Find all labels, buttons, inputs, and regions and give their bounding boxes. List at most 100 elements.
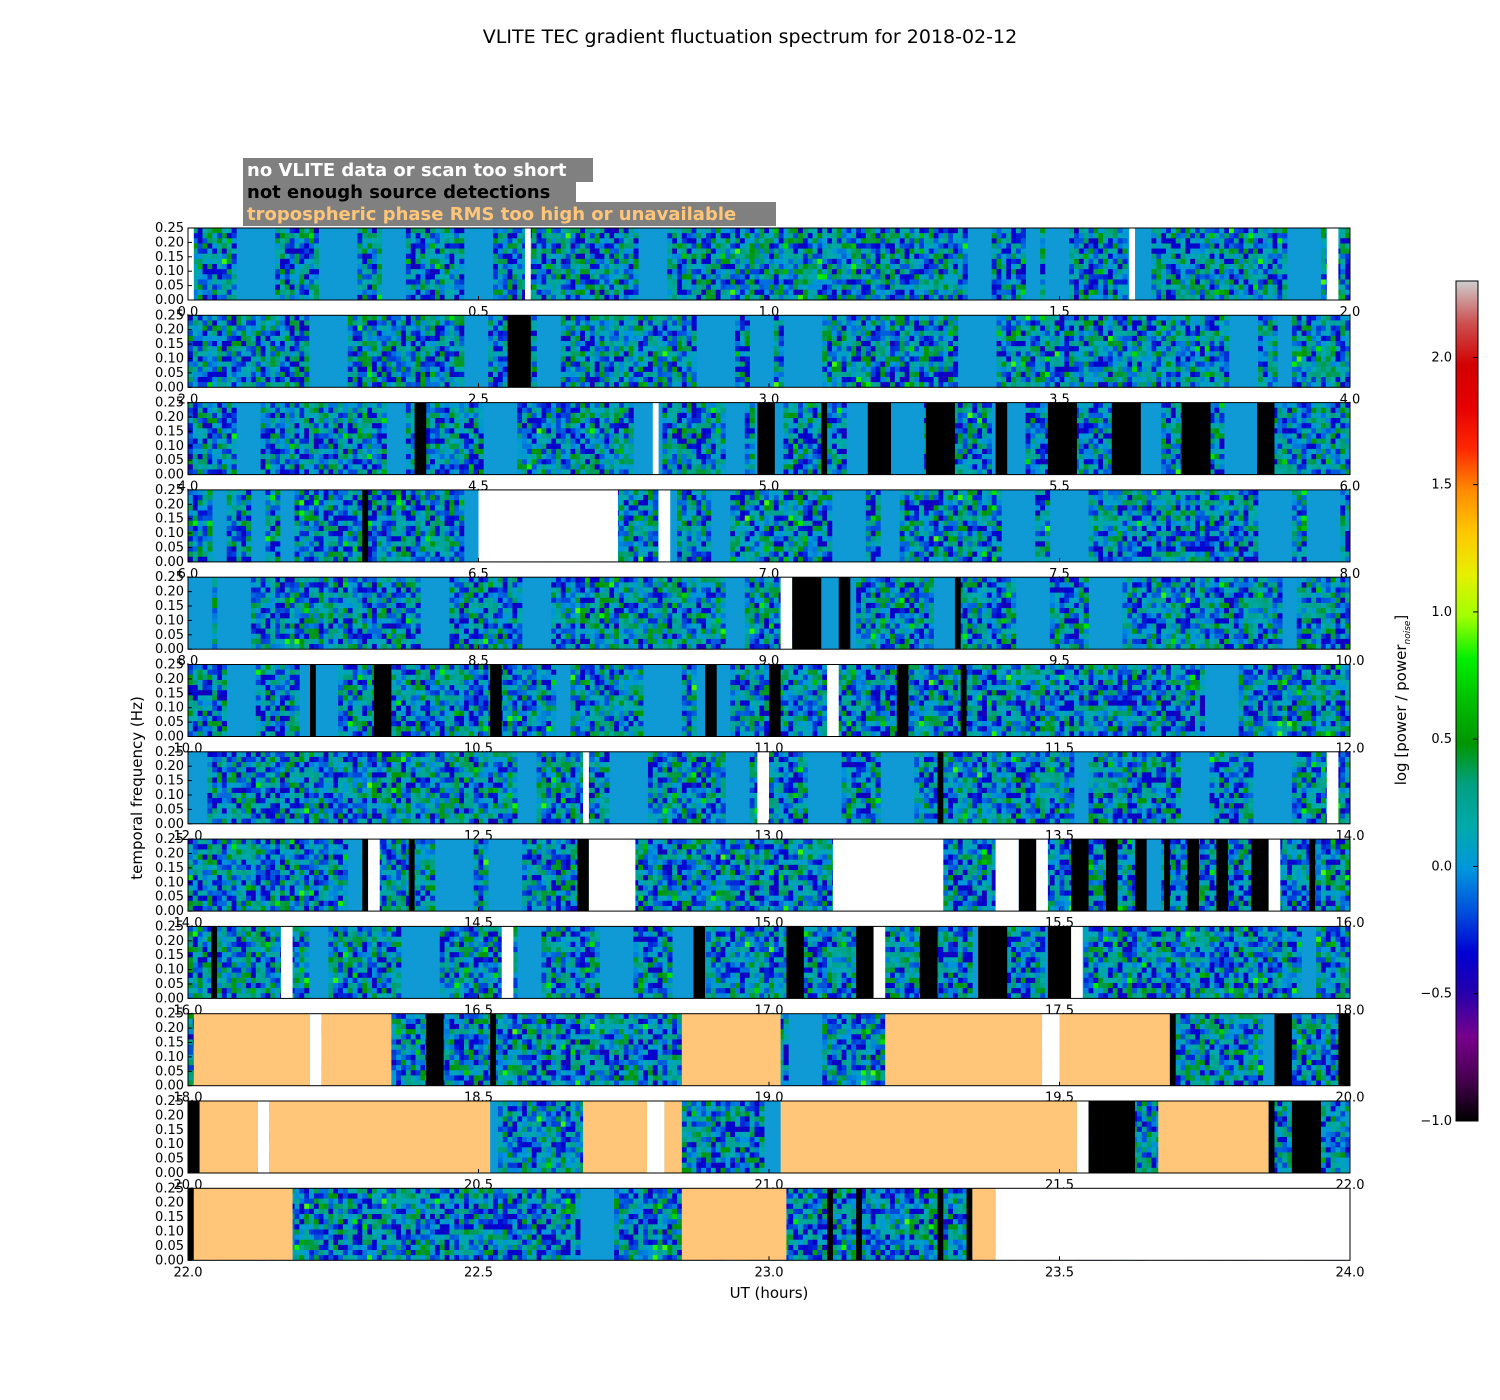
- flag-band-noData: [368, 839, 380, 912]
- flag-band-noData: [1036, 839, 1048, 912]
- flag-band-noDetections: [769, 664, 781, 737]
- y-tick-label: 0.15: [155, 424, 184, 439]
- x-tick-label: 22.5: [464, 1265, 493, 1280]
- flag-band-noData: [478, 489, 618, 562]
- legend-entry-no-detections: not enough source detections: [247, 182, 550, 203]
- spectrum-panel: 0.000.050.100.150.200.256.0 6.5 7.0 7.5 8.0: [155, 483, 1360, 582]
- legend-box-no-detections: [243, 180, 576, 204]
- flag-band-noDetections: [362, 839, 369, 912]
- flag-band-noData: [524, 228, 531, 300]
- flag-band-tropo: [681, 1013, 781, 1086]
- y-tick-label: 0.25: [155, 658, 184, 673]
- y-tick-label: 0.00: [155, 1253, 184, 1268]
- y-tick-label: 0.05: [155, 890, 184, 905]
- y-tick-label: 0.00: [155, 904, 184, 919]
- flag-band-tropo: [199, 1101, 258, 1173]
- flag-band-tropo: [1158, 1101, 1269, 1173]
- y-tick-label: 0.15: [155, 774, 184, 789]
- y-tick-label: 0.25: [155, 745, 184, 760]
- y-tick-label: 0.00: [155, 468, 184, 483]
- flag-band-noDetections: [408, 839, 415, 912]
- y-tick-label: 0.15: [155, 1036, 184, 1051]
- colorbar-tick-label: −0.5: [1420, 987, 1452, 1002]
- flag-band-noDetections: [838, 577, 851, 650]
- y-tick-label: 0.05: [155, 715, 184, 730]
- legend-entry-no-data: no VLITE data or scan too short: [247, 160, 567, 181]
- flag-band-noDetections: [960, 664, 967, 737]
- flag-band-tropo: [321, 1013, 392, 1086]
- colorbar-tick-label: 0.0: [1431, 859, 1452, 874]
- y-tick-label: 0.00: [155, 380, 184, 395]
- y-tick-label: 0.25: [155, 832, 184, 847]
- flag-band-noData: [1326, 228, 1339, 300]
- flag-band-noDetections: [1181, 402, 1211, 475]
- flag-band-noDetections: [1291, 1101, 1321, 1173]
- y-tick-label: 0.00: [155, 642, 184, 657]
- flag-band-noDetections: [856, 1188, 862, 1261]
- x-tick-label: 24.0: [1336, 1265, 1365, 1280]
- flag-band-noDetections: [490, 1013, 496, 1086]
- colorbar: −1.0 −0.5 0.0 0.5 1.0 1.5 2.0 log [power / pow…: [1392, 280, 1479, 1129]
- y-axis-label: temporal frequency (Hz): [128, 696, 146, 880]
- y-tick-label: 0.10: [155, 613, 184, 628]
- x-tick-label: 23.5: [1045, 1265, 1074, 1280]
- colorbar-label: log [power / powernoise]: [1392, 615, 1413, 786]
- y-tick-label: 0.20: [155, 672, 184, 687]
- flag-band-noData: [1129, 228, 1136, 300]
- spectrum-panel: 0.000.050.100.150.200.250.0 0.5 1.0 1.5 2.0: [155, 221, 1360, 320]
- flag-band-noData: [501, 926, 514, 999]
- flag-band-noDetections: [1105, 839, 1118, 912]
- flag-band-noDetections: [188, 1188, 194, 1261]
- colorbar-tick-label: 1.5: [1431, 478, 1452, 493]
- flag-band-noDetections: [954, 577, 961, 650]
- y-tick-label: 0.25: [155, 570, 184, 585]
- y-tick-label: 0.00: [155, 817, 184, 832]
- flag-band-noDetections: [995, 402, 1008, 475]
- spectrum-panel: 0.000.050.100.150.200.252.0 2.5 3.0 3.5 4.0: [155, 308, 1360, 407]
- flag-band-noDetections: [362, 489, 369, 562]
- y-tick-label: 0.20: [155, 410, 184, 425]
- y-tick-label: 0.20: [155, 497, 184, 512]
- flag-band-noDetections: [920, 926, 938, 999]
- legend-entry-tropo: tropospheric phase RMS too high or unava…: [247, 204, 736, 225]
- flag-band-noDetections: [1216, 839, 1228, 912]
- colorbar-tick-label: 1.0: [1431, 605, 1452, 620]
- flag-band-tropo: [780, 1101, 1077, 1173]
- flag-band-noData: [583, 751, 589, 824]
- y-tick-label: 0.05: [155, 541, 184, 556]
- y-tick-label: 0.15: [155, 1210, 184, 1225]
- y-tick-label: 0.10: [155, 875, 184, 890]
- y-tick-label: 0.05: [155, 1064, 184, 1079]
- flag-band-noDetections: [310, 664, 316, 737]
- y-tick-label: 0.15: [155, 686, 184, 701]
- y-tick-label: 0.25: [155, 919, 184, 934]
- x-tick-label: 22.0: [174, 1265, 203, 1280]
- flag-band-noData: [995, 839, 1019, 912]
- flag-band-noDetections: [966, 1188, 973, 1261]
- spectrum-panel: 0.000.050.100.150.200.254.0 4.5 5.0 5.5 6.0: [155, 396, 1360, 495]
- y-tick-label: 0.05: [155, 1152, 184, 1167]
- y-tick-label: 0.05: [155, 802, 184, 817]
- flag-legend: no VLITE data or scan too short not enou…: [243, 158, 776, 226]
- y-tick-label: 0.25: [155, 221, 184, 236]
- flag-band-noDetections: [827, 1188, 833, 1261]
- flag-band-tropo: [1059, 1013, 1170, 1086]
- y-tick-label: 0.00: [155, 293, 184, 308]
- flag-band-tropo: [972, 1188, 996, 1261]
- y-tick-label: 0.20: [155, 1021, 184, 1036]
- y-tick-label: 0.10: [155, 1050, 184, 1065]
- flag-band-noDetections: [373, 664, 392, 737]
- flag-band-noData: [832, 839, 944, 912]
- flag-band-noData: [1268, 839, 1281, 912]
- y-tick-label: 0.10: [155, 352, 184, 367]
- flag-band-noDetections: [1268, 1101, 1275, 1173]
- y-tick-label: 0.15: [155, 337, 184, 352]
- y-tick-label: 0.10: [155, 963, 184, 978]
- y-tick-label: 0.05: [155, 279, 184, 294]
- flag-band-noDetections: [821, 402, 828, 475]
- y-tick-label: 0.15: [155, 948, 184, 963]
- flag-band-noData: [310, 1013, 322, 1086]
